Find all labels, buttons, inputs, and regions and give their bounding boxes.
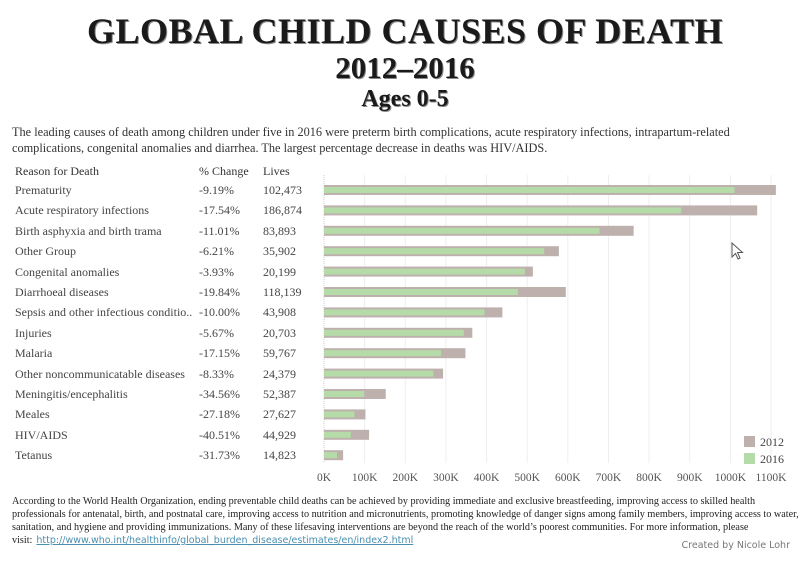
x-tick-label: 600K xyxy=(555,472,581,484)
bar-2016 xyxy=(324,329,464,336)
legend-label-2016: 2016 xyxy=(760,452,784,466)
row-change: -9.19% xyxy=(199,183,234,197)
bar-2016 xyxy=(324,268,525,275)
bar-2016 xyxy=(324,248,545,255)
legend-swatch-2012 xyxy=(744,436,755,447)
intro-text: The leading causes of death among childr… xyxy=(12,125,730,155)
page-title: GLOBAL CHILD CAUSES OF DEATH xyxy=(86,11,724,51)
row-lives: 20,199 xyxy=(263,264,296,279)
bar-2016 xyxy=(324,370,434,377)
x-tick-label: 900K xyxy=(677,472,703,484)
row-change: -40.51% xyxy=(199,427,240,442)
row-change: -6.21% xyxy=(199,244,234,259)
row-change: -17.54% xyxy=(199,203,240,218)
row-reason: Other noncommunicatable diseases xyxy=(15,366,185,381)
bar-2016 xyxy=(324,227,600,234)
row-reason: Acute respiratory infections xyxy=(15,203,149,218)
page-subtitle-years: 2012–2016 xyxy=(335,50,475,85)
bar-2016 xyxy=(324,391,365,397)
row-lives: 83,893 xyxy=(263,223,296,238)
row-lives: 20,703 xyxy=(263,325,296,340)
bar-2016 xyxy=(324,411,355,418)
row-lives: 118,139 xyxy=(263,285,302,299)
row-reason: Sepsis and other infectious conditio.. xyxy=(15,305,193,320)
mouse-pointer-icon xyxy=(731,242,744,260)
row-lives: 59,767 xyxy=(263,346,296,361)
x-tick-label: 700K xyxy=(596,472,622,484)
row-lives: 52,387 xyxy=(263,387,296,401)
row-reason: Birth asphyxia and birth trama xyxy=(15,223,162,238)
row-lives: 43,908 xyxy=(263,305,296,320)
row-reason: Injuries xyxy=(15,325,52,340)
column-header-reason: Reason for Death xyxy=(15,164,99,178)
bar-2016 xyxy=(324,350,442,357)
row-reason: Meningitis/encephalitis xyxy=(15,387,128,401)
x-tick-label: 400K xyxy=(474,472,500,484)
x-tick-label: 0K xyxy=(317,472,332,484)
x-tick-label: 100K xyxy=(352,472,378,484)
row-reason: Meales xyxy=(15,407,50,422)
legend-label-2012: 2012 xyxy=(760,435,784,449)
row-change: -5.67% xyxy=(199,325,234,340)
bar-2016 xyxy=(324,431,351,438)
row-change: -19.84% xyxy=(199,285,240,299)
row-lives: 44,929 xyxy=(263,427,296,442)
x-tick-label: 200K xyxy=(392,472,418,484)
row-reason: Malaria xyxy=(15,346,53,361)
who-link[interactable]: http://www.who.int/healthinfo/global_bur… xyxy=(36,535,414,546)
row-change: -34.56% xyxy=(199,387,240,401)
row-change: -17.15% xyxy=(199,346,240,361)
row-lives: 102,473 xyxy=(263,183,302,197)
bar-2016 xyxy=(324,207,682,214)
row-change: -27.18% xyxy=(199,407,240,422)
page-subtitle-ages: Ages 0-5 xyxy=(361,86,449,112)
x-tick-label: 500K xyxy=(514,472,540,484)
row-change: -31.73% xyxy=(199,448,240,463)
column-header-change: % Change xyxy=(199,164,249,178)
row-change: -8.33% xyxy=(199,366,234,381)
row-lives: 186,874 xyxy=(263,203,302,218)
row-lives: 24,379 xyxy=(263,366,296,381)
bar-2016 xyxy=(324,289,518,295)
x-tick-label: 1100K xyxy=(756,472,788,484)
x-tick-label: 300K xyxy=(433,472,459,484)
footer-text: According to the World Health Organizati… xyxy=(12,495,802,547)
footer-body: According to the World Health Organizati… xyxy=(12,496,799,546)
row-reason: HIV/AIDS xyxy=(15,427,68,442)
row-reason: Diarrhoeal diseases xyxy=(15,285,109,299)
row-change: -10.00% xyxy=(199,305,240,320)
column-header-lives: Lives xyxy=(263,164,290,178)
x-tick-label: 1000K xyxy=(715,472,747,484)
legend-swatch-2016 xyxy=(744,453,755,464)
row-reason: Other Group xyxy=(15,244,76,259)
row-lives: 27,627 xyxy=(263,407,296,422)
credit-text: Created by Nicole Lohr xyxy=(681,540,790,551)
bar-2016 xyxy=(324,187,735,193)
bar-chart: 0K 100K 200K 300K 400K 500K 600K 700K 800K 900K 10… xyxy=(317,175,788,484)
row-lives: 35,902 xyxy=(263,244,296,259)
bar-2016 xyxy=(324,309,485,316)
row-change: -11.01% xyxy=(199,223,240,238)
x-tick-label: 800K xyxy=(636,472,662,484)
row-change: -3.93% xyxy=(199,264,234,279)
row-reason: Congenital anomalies xyxy=(15,264,120,279)
row-reason: Prematurity xyxy=(15,183,72,197)
row-lives: 14,823 xyxy=(263,448,296,463)
bar-2016 xyxy=(324,452,338,459)
row-reason: Tetanus xyxy=(15,448,53,463)
